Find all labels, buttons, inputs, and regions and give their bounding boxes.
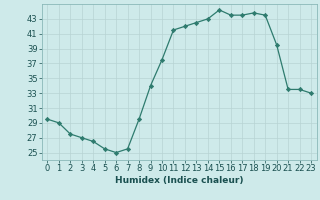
X-axis label: Humidex (Indice chaleur): Humidex (Indice chaleur) [115, 176, 244, 185]
